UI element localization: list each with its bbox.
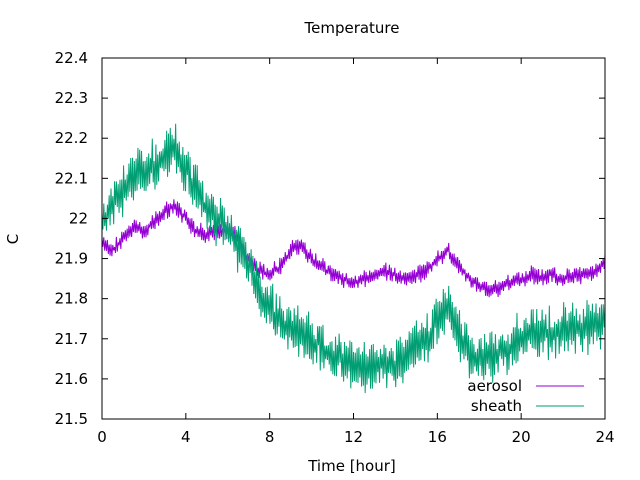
x-tick-label: 24	[595, 428, 614, 446]
x-tick-label: 12	[344, 428, 363, 446]
y-tick-label: 21.6	[55, 370, 88, 388]
y-axis-title: C	[4, 234, 22, 244]
x-tick-label: 20	[512, 428, 531, 446]
y-tick-label: 21.8	[55, 290, 88, 308]
x-tick-label: 4	[181, 428, 191, 446]
legend-label-aerosol: aerosol	[467, 377, 522, 395]
series-line-aerosol	[101, 199, 606, 298]
x-tick-label: 8	[265, 428, 275, 446]
y-tick-label: 21.9	[55, 250, 88, 268]
chart-title: Temperature	[303, 19, 399, 37]
series-layer	[101, 123, 606, 394]
y-tick-label: 22.3	[55, 89, 88, 107]
legend: aerosol sheath	[467, 377, 584, 415]
y-tick-label: 21.5	[55, 410, 88, 428]
x-axis-title: Time [hour]	[307, 457, 396, 475]
y-tick-label: 22.4	[55, 49, 88, 67]
ticks-layer: 0 4 8 12 16 20 24 21.5 21.6 21.7 21.8 21.9 22 22.1 22.…	[55, 49, 615, 446]
y-tick-label: 21.7	[55, 330, 88, 348]
y-tick-label: 22	[69, 209, 88, 227]
legend-label-sheath: sheath	[471, 397, 522, 415]
x-tick-label: 0	[97, 428, 107, 446]
x-tick-label: 16	[428, 428, 447, 446]
y-tick-label: 22.1	[55, 169, 88, 187]
series-line-sheath	[101, 123, 606, 394]
y-tick-label: 22.2	[55, 129, 88, 147]
